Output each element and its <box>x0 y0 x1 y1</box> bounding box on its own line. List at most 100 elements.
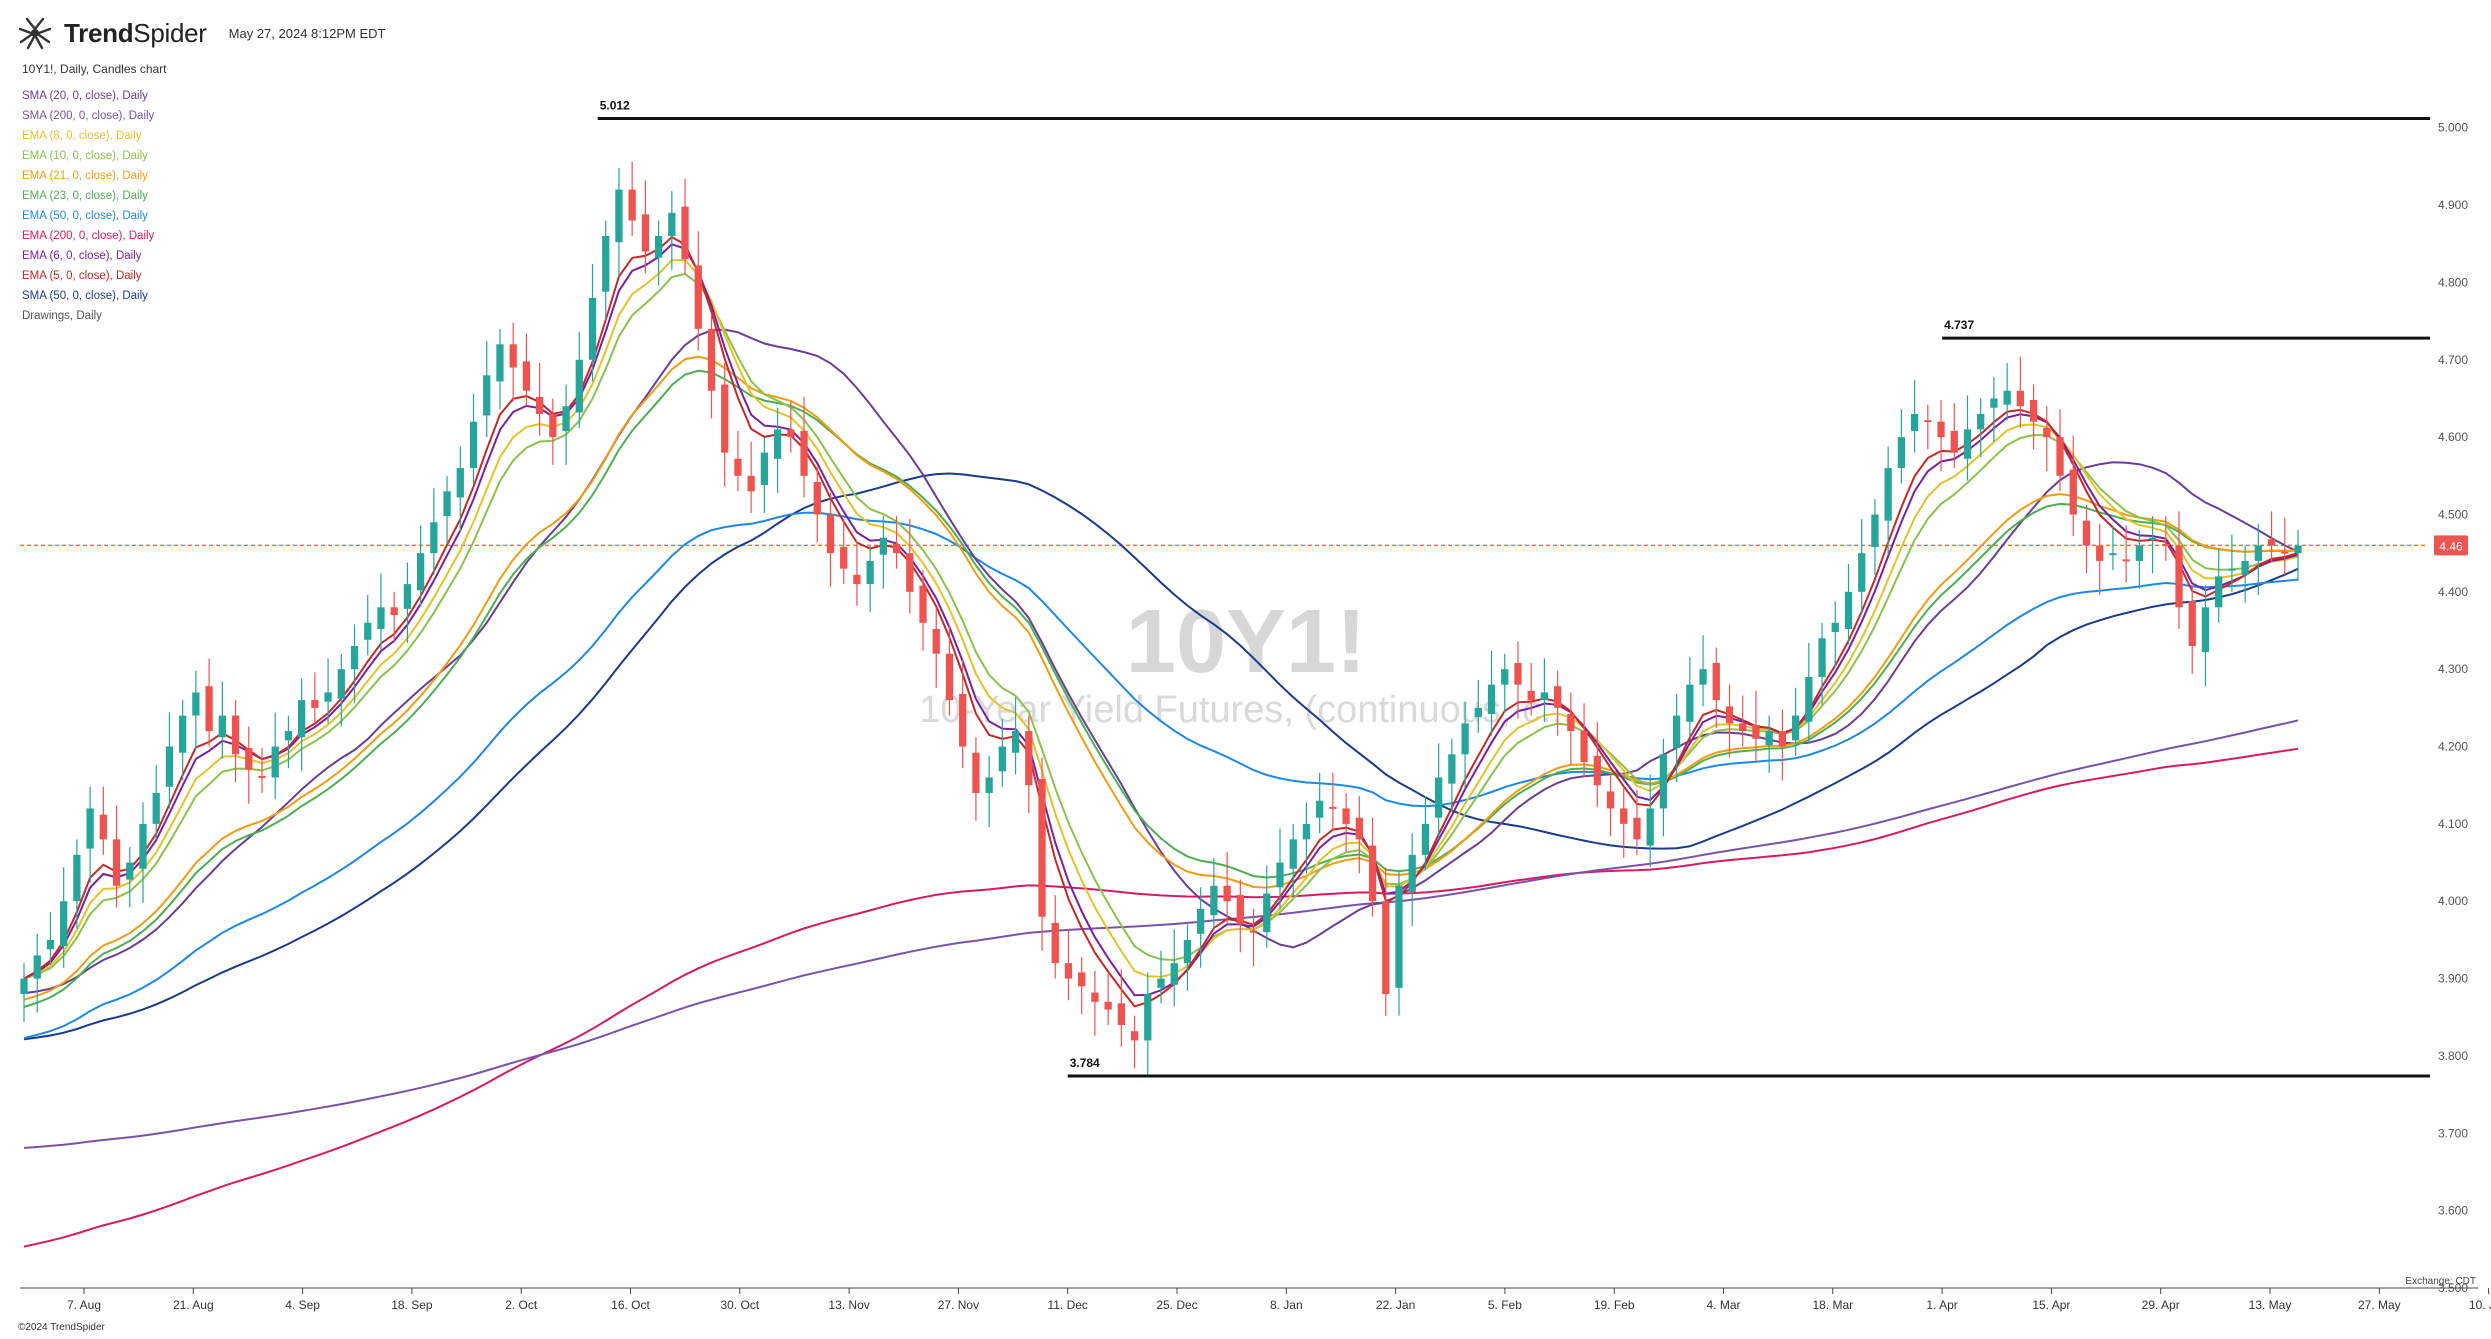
y-tick-label: 4.800 <box>2438 275 2468 289</box>
candle-body <box>2096 545 2104 561</box>
y-tick-label: 3.900 <box>2438 972 2468 986</box>
candle-body <box>1752 724 1760 739</box>
brand-name-rest: Spider <box>133 17 207 48</box>
candle-body <box>152 792 160 824</box>
candle-body <box>1210 885 1218 916</box>
candle-body <box>1791 715 1800 741</box>
candle-body <box>46 939 55 950</box>
candle-body <box>1633 817 1641 840</box>
candle-body <box>1871 514 1879 547</box>
candle-body <box>919 585 927 623</box>
candle-body <box>1937 421 1945 438</box>
x-tick-label: 27. Nov <box>938 1298 979 1312</box>
candle-body <box>654 236 663 258</box>
legend-item[interactable]: EMA (21, 0, close), Daily <box>22 170 148 182</box>
moving-average-line <box>23 369 2299 1008</box>
candle-body <box>1395 885 1403 988</box>
legend-item[interactable]: EMA (50, 0, close), Daily <box>22 210 148 222</box>
legend-item[interactable]: Drawings, Daily <box>22 310 102 322</box>
legend-item[interactable]: SMA (20, 0, close), Daily <box>22 90 148 102</box>
x-tick-label: 5. Feb <box>1488 1298 1522 1312</box>
candle-body <box>1078 972 1086 987</box>
legend-item[interactable]: EMA (200, 0, close), Daily <box>22 230 155 242</box>
candle-body <box>456 468 464 498</box>
horizontal-levels[interactable]: 5.012 4.737 3.784 4.46 <box>20 98 2468 1078</box>
candle-body <box>1540 692 1549 701</box>
candles <box>20 161 2302 1075</box>
legend-item[interactable]: EMA (5, 0, close), Daily <box>22 270 142 282</box>
candle-body <box>734 458 742 476</box>
x-tick-label: 19. Feb <box>1594 1298 1635 1312</box>
candle-body <box>99 814 107 840</box>
candle-body <box>1448 754 1456 784</box>
level-label: 3.784 <box>1070 1056 1100 1070</box>
legend-item[interactable]: SMA (50, 0, close), Daily <box>22 290 148 302</box>
candle-body <box>1474 707 1482 718</box>
x-tick-label: 11. Dec <box>1047 1298 1087 1312</box>
candle-body <box>192 692 200 716</box>
candle-body <box>1223 885 1231 902</box>
candle-body <box>2109 553 2117 556</box>
y-tick-label: 4.300 <box>2438 662 2468 676</box>
candle-body <box>1712 663 1720 701</box>
moving-average-line <box>23 719 2299 1149</box>
legend-item[interactable]: EMA (10, 0, close), Daily <box>22 150 148 162</box>
x-tick-label: 7. Aug <box>67 1298 101 1312</box>
candle-body <box>628 189 636 221</box>
legend-item[interactable]: EMA (23, 0, close), Daily <box>22 190 148 202</box>
legend-item[interactable]: EMA (8, 0, close), Daily <box>22 130 142 142</box>
candle-body <box>1117 1003 1125 1026</box>
candle-body <box>416 553 425 591</box>
candle-body <box>1990 398 1998 408</box>
candle-body <box>1527 690 1535 701</box>
candle-body <box>1487 684 1496 715</box>
candle-body <box>826 514 835 554</box>
x-tick-label: 13. May <box>2249 1298 2292 1312</box>
candle-body <box>1910 413 1919 431</box>
candle-body <box>1329 806 1337 809</box>
x-tick-label: 29. Apr <box>2142 1298 2180 1312</box>
legend-item[interactable]: EMA (6, 0, close), Daily <box>22 250 142 262</box>
candle-body <box>681 206 689 260</box>
candle-body <box>218 715 226 738</box>
last-price-label: 4.46 <box>2439 539 2463 553</box>
indicator-legend: SMA (20, 0, close), Daily SMA (200, 0, cl… <box>22 86 154 326</box>
y-tick-label: 5.000 <box>2438 121 2468 135</box>
candle-body <box>1765 731 1773 745</box>
candle-body <box>2281 551 2289 554</box>
candle-body <box>2294 545 2302 554</box>
legend-item[interactable]: SMA (200, 0, close), Daily <box>22 110 155 122</box>
watermark: 10Y1! 10-Year Yield Futures, (continuous… <box>919 592 1572 731</box>
candle-body <box>2122 559 2130 562</box>
y-tick-label: 4.400 <box>2438 585 2468 599</box>
candle-body <box>1249 930 1258 933</box>
candle-body <box>840 546 848 569</box>
candle-body <box>1025 731 1033 786</box>
candle-body <box>60 901 68 947</box>
candle-body <box>86 808 94 849</box>
candle-body <box>906 553 914 592</box>
candle-body <box>1435 777 1443 818</box>
moving-averages <box>23 235 2299 1248</box>
candle-body <box>1342 808 1350 824</box>
candle-body <box>1501 669 1509 685</box>
candle-body <box>1289 839 1297 869</box>
candle-body <box>1646 808 1654 846</box>
candle-body <box>2016 390 2024 407</box>
candle-body <box>20 978 28 995</box>
candle-body <box>694 265 702 329</box>
candle-body <box>1818 638 1826 677</box>
candle-body <box>1051 922 1059 964</box>
candle-body <box>139 823 147 869</box>
candle-body <box>1011 731 1020 753</box>
candle-body <box>721 384 729 453</box>
x-tick-label: 18. Sep <box>391 1298 433 1312</box>
trendspider-logo-icon <box>18 17 52 50</box>
candle-body <box>1130 1031 1139 1041</box>
candle-body <box>549 413 557 438</box>
candle-body <box>641 214 650 252</box>
candle-body <box>1858 553 1866 592</box>
candle-body <box>2162 543 2170 546</box>
moving-average-line <box>23 328 2299 995</box>
